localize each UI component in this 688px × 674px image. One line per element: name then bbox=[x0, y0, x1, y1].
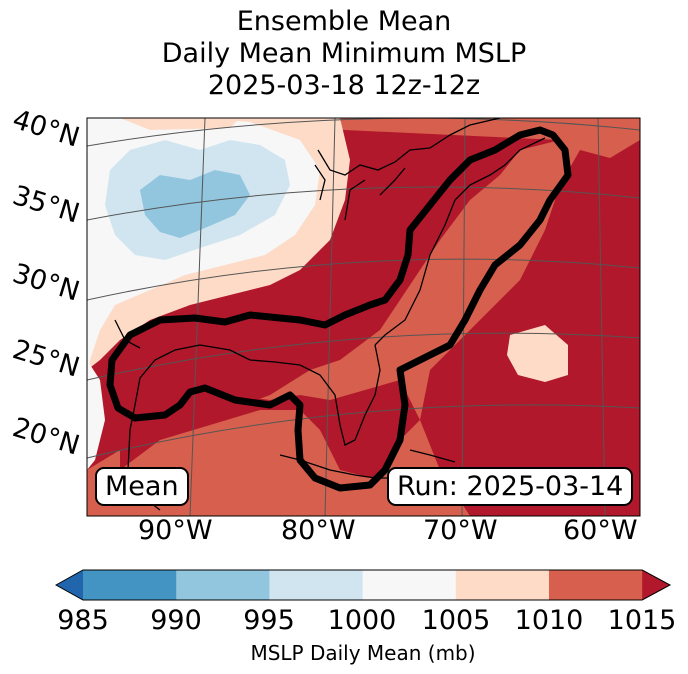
colorbar-bin-990-995 bbox=[176, 570, 270, 600]
title-line-3: 2025-03-18 12z-12z bbox=[207, 70, 481, 101]
title-line-2: Daily Mean Minimum MSLP bbox=[161, 38, 527, 69]
field-1000-1005-south bbox=[87, 360, 105, 470]
colorbar bbox=[54, 569, 672, 601]
colorbar-tick-1015: 1015 bbox=[607, 605, 677, 636]
colorbar-tick-1000: 1000 bbox=[327, 605, 397, 636]
field-above-1015-east bbox=[550, 140, 640, 330]
colorbar-bin-985-990 bbox=[83, 570, 177, 600]
mean-label-box: Mean bbox=[95, 467, 189, 506]
colorbar-bin-1005-1010 bbox=[455, 570, 550, 600]
map-frame bbox=[86, 117, 641, 517]
field-1005-1010-east bbox=[507, 325, 568, 382]
map-field bbox=[87, 118, 640, 516]
lon-label-90w: 90°W bbox=[138, 515, 213, 546]
colorbar-tick-990: 990 bbox=[150, 605, 202, 636]
colorbar-label: MSLP Daily Mean (mb) bbox=[250, 641, 476, 665]
run-label-box: Run: 2025-03-14 bbox=[387, 467, 634, 506]
colorbar-tick-1005: 1005 bbox=[421, 605, 491, 636]
colorbar-bin-1010-1015 bbox=[549, 570, 643, 600]
colorbar-tick-995: 995 bbox=[243, 605, 295, 636]
colorbar-bin-995-1000 bbox=[269, 570, 364, 600]
colorbar-arrow-low bbox=[56, 570, 83, 600]
field-990-995 bbox=[140, 170, 250, 238]
graticule bbox=[87, 118, 640, 516]
threshold-contour bbox=[106, 126, 572, 492]
field-above-1015-south bbox=[120, 380, 420, 480]
colorbar-bin-1000-1005 bbox=[362, 570, 457, 600]
colorbar-arrow-high bbox=[642, 570, 670, 600]
field-1005-1010-north bbox=[120, 118, 240, 130]
colorbar-tick-1010: 1010 bbox=[514, 605, 584, 636]
lon-label-60w: 60°W bbox=[563, 515, 638, 546]
title-line-1: Ensemble Mean bbox=[236, 6, 452, 37]
colorbar-tick-985: 985 bbox=[57, 605, 109, 636]
lon-label-70w: 70°W bbox=[423, 515, 498, 546]
colorbar-outline bbox=[54, 569, 672, 601]
lon-label-80w: 80°W bbox=[281, 515, 356, 546]
